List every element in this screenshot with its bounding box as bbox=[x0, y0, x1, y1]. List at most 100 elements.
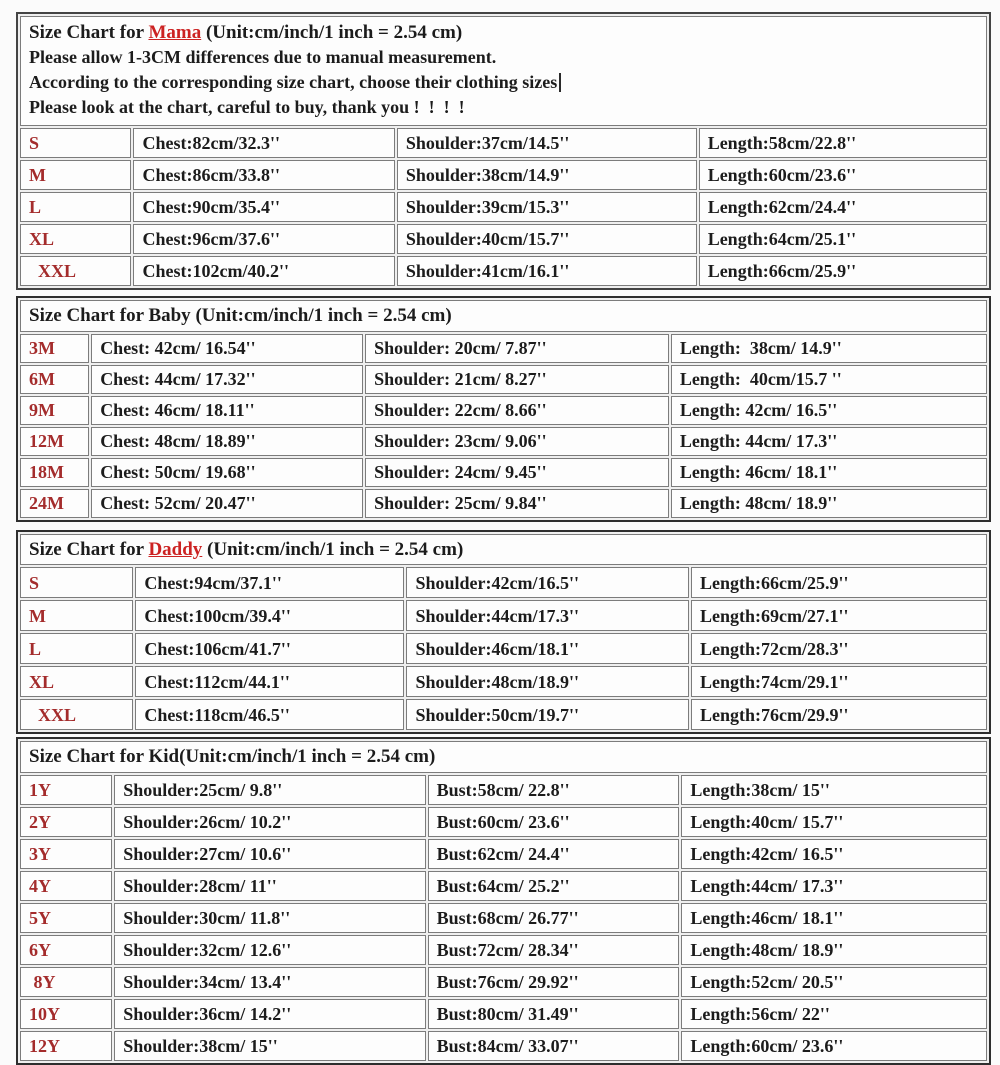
measurement-cell: Chest: 48cm/ 18.89'' bbox=[91, 426, 364, 456]
measurement-cell: Shoulder:36cm/ 14.2'' bbox=[114, 998, 426, 1029]
measurement-cell: Length: 48cm/ 18.9'' bbox=[670, 488, 987, 518]
table-row: 10Y Shoulder:36cm/ 14.2'' Bust:80cm/ 31.49… bbox=[20, 998, 987, 1029]
text-cursor-artifact bbox=[559, 73, 561, 92]
measurement-cell: Length:42cm/ 16.5'' bbox=[681, 838, 987, 869]
table-row: S Chest:94cm/37.1'' Shoulder:42cm/16.5'' Le… bbox=[20, 567, 987, 599]
table-header-row: Size Chart for Baby (Unit:cm/inch/1 inch… bbox=[20, 300, 987, 332]
table-row: M Chest:86cm/33.8'' Shoulder:38cm/14.9'' Le… bbox=[20, 160, 987, 190]
measurement-cell: Length:44cm/ 17.3'' bbox=[681, 870, 987, 901]
size-label-cell: XXL bbox=[20, 256, 132, 286]
table-row: M Chest:100cm/39.4'' Shoulder:44cm/17.3'' L… bbox=[20, 600, 987, 632]
section-title-daddy: Size Chart for Daddy (Unit:cm/inch/1 inc… bbox=[29, 538, 464, 560]
title-suffix: (Unit:cm/inch/1 inch = 2.54 cm) bbox=[201, 22, 463, 43]
table-row: 6Y Shoulder:32cm/ 12.6'' Bust:72cm/ 28.34'… bbox=[20, 934, 987, 965]
measurement-cell: Chest:118cm/46.5'' bbox=[135, 699, 405, 731]
table-row: 4Y Shoulder:28cm/ 11'' Bust:64cm/ 25.2'' Le… bbox=[20, 870, 987, 901]
measurement-cell: Bust:64cm/ 25.2'' bbox=[427, 870, 680, 901]
measurement-cell: Bust:80cm/ 31.49'' bbox=[427, 998, 680, 1029]
measurement-cell: Shoulder:42cm/16.5'' bbox=[406, 567, 689, 599]
measurement-cell: Shoulder: 24cm/ 9.45'' bbox=[365, 457, 669, 487]
measurement-cell: Shoulder: 25cm/ 9.84'' bbox=[365, 488, 669, 518]
measurement-cell: Chest:106cm/41.7'' bbox=[135, 633, 405, 665]
table-row: 1Y Shoulder:25cm/ 9.8'' Bust:58cm/ 22.8'' L… bbox=[20, 774, 987, 805]
table-header-row: Size Chart for Daddy (Unit:cm/inch/1 inc… bbox=[20, 533, 987, 566]
measurement-cell: Bust:84cm/ 33.07'' bbox=[427, 1030, 680, 1061]
measurement-cell: Length:74cm/29.1'' bbox=[691, 666, 987, 698]
measurement-cell: Length:60cm/23.6'' bbox=[698, 160, 987, 190]
size-chart-table-daddy: Size Chart for Daddy (Unit:cm/inch/1 inc… bbox=[16, 529, 991, 735]
table-row: 9M Chest: 46cm/ 18.11'' Shoulder: 22cm/ 8.… bbox=[20, 395, 987, 425]
measurement-cell: Bust:72cm/ 28.34'' bbox=[427, 934, 680, 965]
table-row: 5Y Shoulder:30cm/ 11.8'' Bust:68cm/ 26.77'… bbox=[20, 902, 987, 933]
measurement-cell: Chest:94cm/37.1'' bbox=[135, 567, 405, 599]
table-row: XXL Chest:102cm/40.2'' Shoulder:41cm/16.1'… bbox=[20, 256, 987, 286]
baby-label: Baby bbox=[148, 305, 191, 326]
measurement-cell: Chest: 42cm/ 16.54'' bbox=[91, 333, 364, 363]
note-choose-size: According to the corresponding size char… bbox=[29, 70, 978, 95]
daddy-link[interactable]: Daddy bbox=[148, 538, 203, 560]
measurement-cell: Length:58cm/22.8'' bbox=[698, 128, 987, 158]
size-label-cell: L bbox=[20, 192, 132, 222]
measurement-cell: Shoulder:41cm/16.1'' bbox=[396, 256, 697, 286]
measurement-cell: Shoulder:50cm/19.7'' bbox=[406, 699, 689, 731]
measurement-cell: Shoulder:44cm/17.3'' bbox=[406, 600, 689, 632]
size-label-cell: XL bbox=[20, 224, 132, 254]
table-row: XL Chest:112cm/44.1'' Shoulder:48cm/18.9''… bbox=[20, 666, 987, 698]
kid-header-cell: Size Chart for Kid(Unit:cm/inch/1 inch =… bbox=[20, 741, 987, 773]
table-row: 24M Chest: 52cm/ 20.47'' Shoulder: 25cm/ 9… bbox=[20, 488, 987, 518]
table-row: 18M Chest: 50cm/ 19.68'' Shoulder: 24cm/ 9… bbox=[20, 457, 987, 487]
measurement-cell: Chest:96cm/37.6'' bbox=[133, 224, 395, 254]
measurement-cell: Shoulder:39cm/15.3'' bbox=[396, 192, 697, 222]
size-label-cell: 18M bbox=[20, 457, 90, 487]
size-label-cell: 6M bbox=[20, 364, 90, 394]
measurement-cell: Length: 46cm/ 18.1'' bbox=[670, 457, 987, 487]
measurement-cell: Length: 42cm/ 16.5'' bbox=[670, 395, 987, 425]
measurement-cell: Shoulder:30cm/ 11.8'' bbox=[114, 902, 426, 933]
size-label-cell: 8Y bbox=[20, 966, 113, 997]
measurement-cell: Chest: 46cm/ 18.11'' bbox=[91, 395, 364, 425]
measurement-cell: Length:38cm/ 15'' bbox=[681, 774, 987, 805]
section-title-mama: Size Chart for Mama (Unit:cm/inch/1 inch… bbox=[29, 20, 978, 45]
size-label-cell: XXL bbox=[20, 699, 134, 731]
size-label-cell: 4Y bbox=[20, 870, 113, 901]
size-label-cell: 3M bbox=[20, 333, 90, 363]
measurement-cell: Length: 44cm/ 17.3'' bbox=[670, 426, 987, 456]
measurement-cell: Shoulder:48cm/18.9'' bbox=[406, 666, 689, 698]
note-careful-to-buy: Please look at the chart, careful to buy… bbox=[29, 97, 465, 117]
size-chart-table-kid: Size Chart for Kid(Unit:cm/inch/1 inch =… bbox=[16, 737, 991, 1065]
measurement-cell: Chest:112cm/44.1'' bbox=[135, 666, 405, 698]
measurement-cell: Length:56cm/ 22'' bbox=[681, 998, 987, 1029]
measurement-cell: Shoulder: 23cm/ 9.06'' bbox=[365, 426, 669, 456]
table-row: S Chest:82cm/32.3'' Shoulder:37cm/14.5'' Le… bbox=[20, 128, 987, 158]
measurement-cell: Bust:58cm/ 22.8'' bbox=[427, 774, 680, 805]
measurement-cell: Shoulder:38cm/14.9'' bbox=[396, 160, 697, 190]
measurement-cell: Shoulder:27cm/ 10.6'' bbox=[114, 838, 426, 869]
size-chart-page: { "colors": { "link_red": "#cc2222", "si… bbox=[16, 12, 991, 1065]
measurement-cell: Length: 38cm/ 14.9'' bbox=[670, 333, 987, 363]
measurement-cell: Shoulder:46cm/18.1'' bbox=[406, 633, 689, 665]
mama-header-cell: Size Chart for Mama (Unit:cm/inch/1 inch… bbox=[20, 16, 987, 126]
size-label-cell: M bbox=[20, 600, 134, 632]
measurement-cell: Chest: 50cm/ 19.68'' bbox=[91, 457, 364, 487]
measurement-cell: Chest:86cm/33.8'' bbox=[133, 160, 395, 190]
size-chart-table-baby: Size Chart for Baby (Unit:cm/inch/1 inch… bbox=[16, 296, 991, 522]
measurement-cell: Shoulder:32cm/ 12.6'' bbox=[114, 934, 426, 965]
table-header-row: Size Chart for Kid(Unit:cm/inch/1 inch =… bbox=[20, 741, 987, 773]
measurement-cell: Length:40cm/ 15.7'' bbox=[681, 806, 987, 837]
title-prefix: Size Chart for bbox=[29, 22, 149, 43]
size-label-cell: 2Y bbox=[20, 806, 113, 837]
measurement-cell: Length:66cm/25.9'' bbox=[698, 256, 987, 286]
size-label-cell: M bbox=[20, 160, 132, 190]
measurement-cell: Chest: 44cm/ 17.32'' bbox=[91, 364, 364, 394]
measurement-cell: Length:52cm/ 20.5'' bbox=[681, 966, 987, 997]
mama-link[interactable]: Mama bbox=[148, 22, 202, 43]
section-title-baby: Size Chart for Baby (Unit:cm/inch/1 inch… bbox=[29, 305, 452, 326]
size-label-cell: S bbox=[20, 128, 132, 158]
measurement-cell: Chest:82cm/32.3'' bbox=[133, 128, 395, 158]
measurement-cell: Shoulder: 22cm/ 8.66'' bbox=[365, 395, 669, 425]
table-header-row: Size Chart for Mama (Unit:cm/inch/1 inch… bbox=[20, 16, 987, 126]
measurement-cell: Length:66cm/25.9'' bbox=[691, 567, 987, 599]
note-measurement-tolerance: Please allow 1-3CM differences due to ma… bbox=[29, 47, 497, 67]
size-label-cell: 1Y bbox=[20, 774, 113, 805]
measurement-cell: Length:69cm/27.1'' bbox=[691, 600, 987, 632]
